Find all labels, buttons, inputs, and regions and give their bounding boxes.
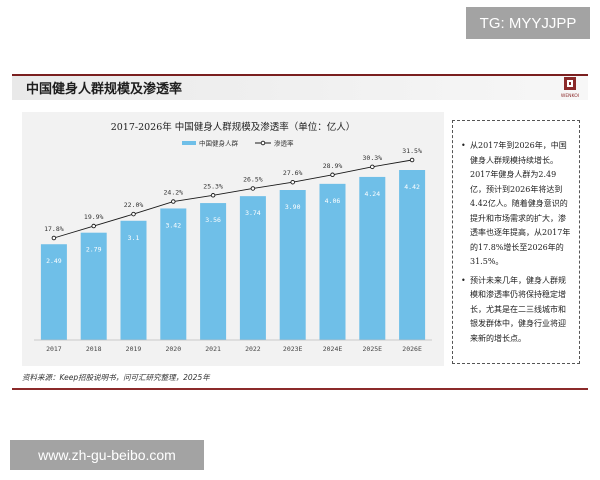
bar-2023E xyxy=(279,190,306,340)
line-point-2023E xyxy=(290,179,295,185)
bar-2019 xyxy=(120,220,147,340)
bar-value-label: 3.42 xyxy=(165,221,181,229)
bar-value-label: 2.79 xyxy=(86,246,102,254)
line-point-2022 xyxy=(250,186,256,191)
line-point-2026E xyxy=(409,157,415,163)
bar-value-label: 4.24 xyxy=(364,190,380,198)
brand-logo: WENKOI xyxy=(561,77,579,99)
x-tick-label: 2026E xyxy=(402,345,422,353)
page-title: 中国健身人群规模及渗透率 xyxy=(26,82,183,97)
watermark-top: TG: MYYJJPP xyxy=(466,7,590,39)
line-value-label: 17.8% xyxy=(44,225,64,233)
x-tick-label: 2018 xyxy=(86,345,102,353)
line-point-2020 xyxy=(171,199,176,204)
x-tick-label: 2023E xyxy=(283,345,303,353)
bar-value-label: 3.56 xyxy=(205,216,221,224)
line-value-label: 28.9% xyxy=(323,162,343,170)
bar-2024E xyxy=(319,183,346,340)
bottom-divider xyxy=(12,388,588,390)
bar-value-label: 2.49 xyxy=(46,257,62,265)
line-value-label: 30.3% xyxy=(363,154,383,162)
x-tick-label: 2022 xyxy=(245,345,261,353)
bar-2021 xyxy=(200,203,227,340)
legend-line-label: 渗透率 xyxy=(274,139,294,148)
note-item: 从2017年到2026年，中国健身人群规模持续增长。2017年健身人群为2.49… xyxy=(461,139,571,270)
line-value-label: 26.5% xyxy=(243,175,263,183)
penetration-line xyxy=(53,159,413,239)
bar-2020 xyxy=(160,208,187,340)
chart-panel: 2017-2026年 中国健身人群规模及渗透率（单位：亿人） 中国健身人群 渗透… xyxy=(22,112,444,366)
source-note: 资料来源：Keep招股说明书，问可汇研究整理，2025年 xyxy=(22,373,210,382)
bar-value-label: 4.06 xyxy=(325,197,341,205)
bar-2026E xyxy=(399,170,426,340)
line-value-label: 22.0% xyxy=(124,201,144,209)
section-header: 中国健身人群规模及渗透率 xyxy=(12,74,588,100)
line-point-2025E xyxy=(370,164,375,170)
bar-value-label: 3.90 xyxy=(285,203,301,211)
x-tick-label: 2017 xyxy=(46,345,62,353)
x-tick-label: 2024E xyxy=(323,345,343,353)
line-point-2019 xyxy=(131,211,136,217)
line-point-2024E xyxy=(330,172,335,178)
notes-panel: 从2017年到2026年，中国健身人群规模持续增长。2017年健身人群为2.49… xyxy=(452,120,580,364)
x-axis: 2017 2018 2019 2020 2021 2022 2023E 2024E 2025E 2… xyxy=(34,339,432,353)
logo-text: WENKOI xyxy=(561,93,579,99)
watermark-bottom: www.zh-gu-beibo.com xyxy=(10,440,204,470)
x-tick-label: 2019 xyxy=(126,345,142,353)
bar-2017 xyxy=(40,244,67,340)
bar-line-chart: 2017-2026年 中国健身人群规模及渗透率（单位：亿人） 中国健身人群 渗透… xyxy=(34,121,432,353)
bar-2025E xyxy=(359,176,386,340)
line-series: 17.8% 19.9% 22.0% 24.2% 25.3% 26.5% 27.6% 28.9%… xyxy=(44,147,422,241)
legend-bar-label: 中国健身人群 xyxy=(199,139,239,148)
line-value-label: 25.3% xyxy=(203,182,223,190)
x-tick-label: 2021 xyxy=(205,345,221,353)
x-tick-label: 2025E xyxy=(363,345,383,353)
line-value-label: 27.6% xyxy=(283,169,303,177)
chart-legend: 中国健身人群 渗透率 xyxy=(182,139,294,148)
line-value-label: 24.2% xyxy=(164,189,184,197)
legend-line-marker xyxy=(260,140,266,146)
x-tick-label: 2020 xyxy=(165,345,181,353)
bar-value-label: 3.74 xyxy=(245,209,261,217)
bar-2018 xyxy=(80,232,107,340)
line-point-2021 xyxy=(210,193,216,198)
bar-series: 2.49 2.79 3.1 3.42 3.56 3.74 3.90 4.06 4.24 4.42 xyxy=(40,170,426,340)
bar-value-label: 3.1 xyxy=(128,234,140,242)
legend-bar-swatch xyxy=(182,141,196,145)
line-value-label: 19.9% xyxy=(84,213,104,221)
bar-value-label: 4.42 xyxy=(404,183,420,191)
line-point-2018 xyxy=(91,223,96,229)
line-value-label: 31.5% xyxy=(402,147,422,155)
notes-list: 从2017年到2026年，中国健身人群规模持续增长。2017年健身人群为2.49… xyxy=(461,139,571,346)
line-point-2017 xyxy=(51,235,57,241)
bar-2022 xyxy=(239,196,266,340)
note-item: 预计未来几年，健身人群规模和渗透率仍将保持稳定增长，尤其是在二三线城市和银发群体… xyxy=(461,274,571,347)
chart-title: 2017-2026年 中国健身人群规模及渗透率（单位：亿人） xyxy=(111,121,356,133)
